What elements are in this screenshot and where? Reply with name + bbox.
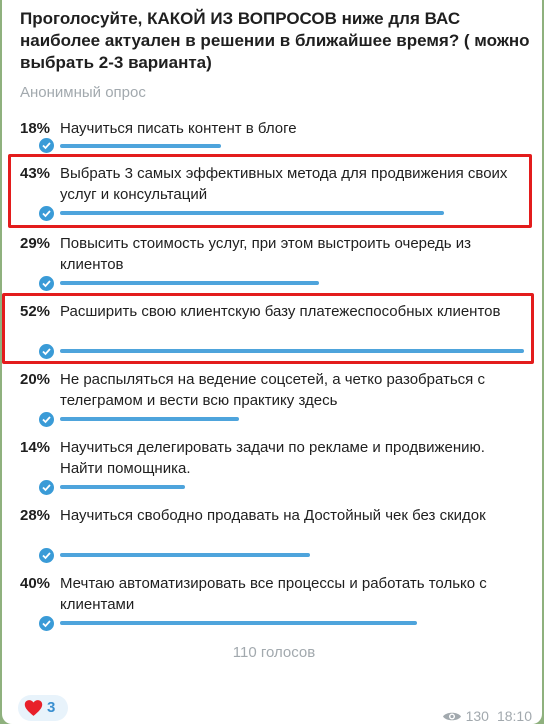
- heart-icon: [24, 699, 43, 722]
- message-meta: 130 18:10: [442, 708, 532, 724]
- check-icon: [38, 205, 55, 222]
- option-text: Не распыляться на ведение соцсетей, а че…: [60, 371, 485, 409]
- reaction-count: 3: [47, 699, 56, 716]
- poll-question: Проголосуйте, КАКОЙ ИЗ ВОПРОСОВ ниже для…: [20, 9, 530, 72]
- option-text: Выбрать 3 самых эффективных метода для п…: [60, 165, 508, 203]
- check-icon: [38, 411, 55, 428]
- red-highlight-box: [2, 293, 534, 364]
- option-text: Научиться писать контент в блоге: [60, 120, 297, 137]
- eye-icon: [442, 712, 461, 721]
- option-text: Научиться свободно продавать на Достойны…: [60, 507, 486, 524]
- red-highlight-box: [8, 154, 532, 228]
- vote-bar-fill: [60, 144, 221, 148]
- vote-bar-fill: [60, 349, 524, 353]
- vote-bar-fill: [60, 211, 444, 215]
- check-icon: [38, 479, 55, 496]
- option-percent: 43%: [20, 165, 51, 182]
- option-percent: 29%: [20, 235, 51, 252]
- check-icon: [38, 615, 55, 632]
- vote-bar: [60, 281, 524, 285]
- option-text: Расширить свою клиентскую базу платежесп…: [60, 303, 501, 320]
- vote-bar-fill: [60, 485, 185, 489]
- vote-bar-fill: [60, 553, 310, 557]
- vote-bar: [60, 485, 524, 489]
- vote-bar-fill: [60, 417, 239, 421]
- total-votes[interactable]: 110 голосов: [232, 644, 316, 661]
- vote-bar: [60, 144, 524, 148]
- option-text: Научиться делегировать задачи по рекламе…: [60, 439, 485, 477]
- vote-bar: [60, 621, 524, 625]
- check-icon: [38, 275, 55, 292]
- vote-bar: [60, 553, 524, 557]
- vote-bar: [60, 349, 524, 353]
- vote-bar-fill: [60, 281, 319, 285]
- option-text: Повысить стоимость услуг, при этом выстр…: [60, 235, 472, 273]
- option-percent: 20%: [20, 371, 51, 388]
- option-percent: 40%: [20, 575, 51, 592]
- vote-bar-fill: [60, 621, 417, 625]
- views-count: 130: [465, 708, 489, 724]
- option-percent: 18%: [20, 120, 51, 137]
- check-icon: [38, 137, 55, 154]
- check-icon: [38, 547, 55, 564]
- message-time: 18:10: [496, 708, 532, 724]
- vote-bar: [60, 211, 524, 215]
- vote-bar: [60, 417, 524, 421]
- reaction-button[interactable]: 3: [18, 695, 68, 721]
- option-text: Мечтаю автоматизировать все процессы и р…: [60, 575, 487, 613]
- option-percent: 52%: [20, 303, 51, 320]
- option-percent: 14%: [20, 439, 51, 456]
- check-icon: [38, 343, 55, 360]
- option-percent: 28%: [20, 507, 51, 524]
- poll-type-label: Анонимный опрос: [20, 84, 146, 101]
